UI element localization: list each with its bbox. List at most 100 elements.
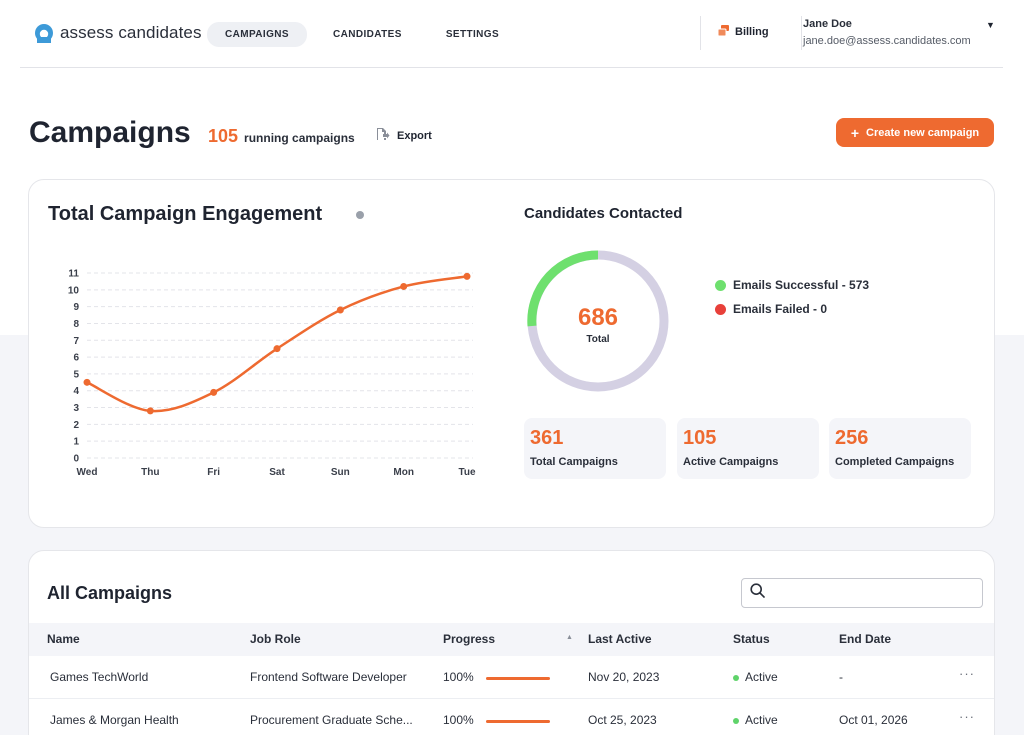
stat-value: 105	[683, 427, 717, 449]
all-campaigns-title: All Campaigns	[47, 583, 173, 603]
donut-success-arc	[527, 250, 599, 327]
status-dot	[733, 675, 739, 681]
engagement-line-chart: 0 1 2 3 4 5 6 7 8 9 10 11 Wed Thu Fri Sat Sun Mon Tue	[68, 269, 476, 479]
y-tick-label: 4	[73, 386, 79, 397]
logo-icon	[34, 23, 54, 43]
table-row[interactable]: Games TechWorld Frontend Software Develo…	[29, 656, 994, 699]
x-tick-label: Mon	[393, 467, 414, 478]
more-options-icon[interactable]: ···	[959, 666, 975, 681]
y-tick-label: 10	[68, 285, 80, 296]
more-options-icon[interactable]: ···	[959, 709, 975, 724]
cell-name: Games TechWorld	[50, 670, 149, 684]
stat-active-campaigns: 105 Active Campaigns	[677, 418, 819, 479]
export-label: Export	[397, 130, 432, 142]
donut-center: 686 Total	[525, 304, 671, 345]
col-job-role[interactable]: Job Role	[250, 632, 301, 646]
engagement-title: Total Campaign Engagement	[48, 203, 323, 225]
stat-value: 361	[530, 427, 564, 449]
y-tick-label: 9	[73, 302, 79, 313]
col-last-active[interactable]: Last Active	[588, 632, 652, 646]
cell-end-date: Oct 01, 2026	[839, 713, 908, 727]
user-email: jane.doe@assess.candidates.com	[803, 35, 971, 47]
table-header: Name Job Role Progress ▲ Last Active Sta…	[29, 623, 994, 656]
contacted-legend: Emails Successful - 573 Emails Failed - …	[715, 278, 869, 326]
stat-value: 256	[835, 427, 869, 449]
cell-last-active: Nov 20, 2023	[588, 670, 660, 684]
header-divider	[700, 16, 701, 50]
y-tick-label: 0	[73, 454, 79, 465]
tab-settings[interactable]: SETTINGS	[445, 29, 500, 40]
legend-label: Emails Failed - 0	[733, 302, 828, 316]
x-tick-label: Wed	[77, 467, 98, 478]
data-point	[336, 306, 344, 314]
y-tick-label: 7	[73, 336, 79, 347]
user-menu[interactable]: Jane Doe jane.doe@assess.candidates.com	[803, 18, 971, 47]
data-point	[83, 378, 91, 386]
stat-completed-campaigns: 256 Completed Campaigns	[829, 418, 971, 479]
cell-progress: 100%	[443, 670, 474, 684]
plus-icon: +	[850, 124, 860, 141]
create-campaign-button[interactable]: + Create new campaign	[836, 118, 994, 147]
caret-down-icon[interactable]: ▼	[986, 20, 995, 30]
data-point	[400, 282, 408, 290]
main-nav: CAMPAIGNS CANDIDATES SETTINGS	[207, 22, 517, 47]
x-tick-label: Sun	[331, 467, 350, 478]
y-tick-label: 1	[73, 437, 79, 448]
cell-name: James & Morgan Health	[50, 713, 179, 727]
export-button[interactable]: Export	[376, 128, 432, 144]
table-row[interactable]: James & Morgan Health Procurement Gradua…	[29, 699, 994, 735]
y-tick-label: 3	[73, 403, 79, 414]
tab-candidates[interactable]: CANDIDATES	[332, 29, 402, 40]
x-tick-label: Thu	[141, 467, 159, 478]
cell-job-role: Frontend Software Developer	[250, 670, 407, 684]
search-box	[741, 578, 983, 608]
sort-up-icon[interactable]: ▲	[566, 634, 573, 641]
y-tick-label: 5	[73, 369, 79, 380]
stat-total-campaigns: 361 Total Campaigns	[524, 418, 666, 479]
running-count: 105	[208, 126, 239, 146]
tab-campaigns[interactable]: CAMPAIGNS	[207, 22, 307, 47]
progress-bar	[486, 677, 550, 680]
info-icon[interactable]	[356, 211, 364, 219]
billing-icon	[717, 25, 729, 39]
stat-label: Active Campaigns	[683, 456, 779, 468]
data-point	[463, 272, 471, 280]
donut-total: 686	[577, 304, 619, 331]
cell-job-role: Procurement Graduate Sche...	[250, 713, 413, 727]
y-tick-label: 6	[73, 353, 79, 364]
billing-label: Billing	[735, 26, 769, 38]
cell-progress: 100%	[443, 713, 474, 727]
donut-total-label: Total	[586, 334, 610, 345]
cell-last-active: Oct 25, 2023	[588, 713, 657, 727]
create-campaign-label: Create new campaign	[866, 126, 980, 139]
stat-label: Total Campaigns	[530, 456, 618, 468]
candidates-contacted-title: Candidates Contacted	[524, 205, 683, 222]
billing-link[interactable]: Billing	[717, 25, 769, 39]
x-tick-label: Sat	[269, 467, 285, 478]
legend-label: Emails Successful - 573	[733, 278, 870, 292]
y-tick-label: 8	[73, 319, 79, 330]
running-campaigns: 105 running campaigns	[208, 126, 355, 147]
legend-dot	[715, 303, 726, 315]
data-point	[273, 345, 281, 353]
running-label: running campaigns	[244, 131, 355, 145]
search-icon	[750, 583, 765, 603]
col-end-date[interactable]: End Date	[839, 632, 892, 646]
search-input[interactable]	[771, 586, 971, 600]
page-title: Campaigns	[29, 116, 191, 149]
engagement-card: Total Campaign Engagement 0 1 2 3 4 5 6 7 8 9 10 11…	[28, 179, 995, 528]
data-point	[146, 407, 154, 415]
header-divider	[801, 16, 802, 50]
legend-item-failed: Emails Failed - 0	[715, 302, 869, 316]
col-status[interactable]: Status	[733, 632, 770, 646]
stat-label: Completed Campaigns	[835, 456, 955, 468]
legend-item-successful: Emails Successful - 573	[715, 278, 869, 292]
x-tick-label: Fri	[207, 467, 220, 478]
contacted-donut-chart	[527, 250, 669, 392]
cell-status: Active	[745, 713, 778, 727]
col-progress[interactable]: Progress	[443, 632, 496, 646]
cell-status: Active	[745, 670, 778, 684]
top-header: assess candidates CAMPAIGNS CANDIDATES S…	[20, 0, 1003, 68]
app-logo[interactable]: assess candidates	[34, 23, 202, 43]
col-name[interactable]: Name	[47, 632, 80, 646]
